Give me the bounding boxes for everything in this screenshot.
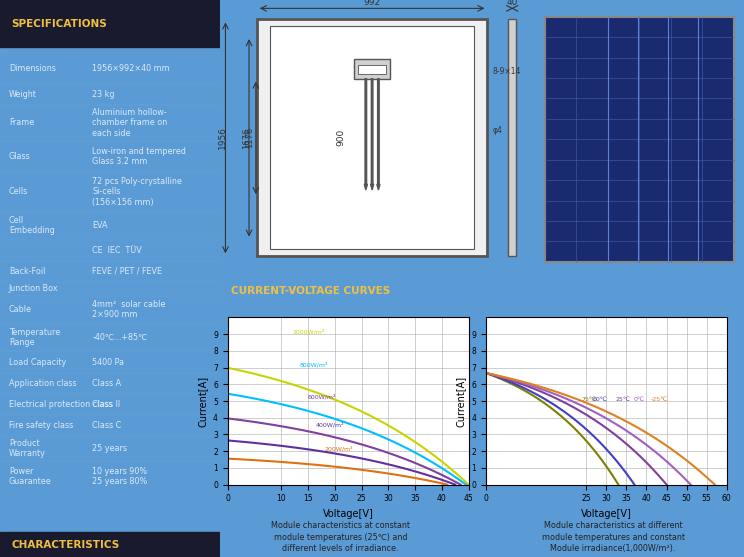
- Text: -40℃...+85℃: -40℃...+85℃: [92, 333, 147, 342]
- Text: Dimensions: Dimensions: [9, 63, 56, 73]
- Text: Class C: Class C: [92, 421, 122, 430]
- Text: 72 pcs Poly-crystalline
Si-cells
(156×156 mm): 72 pcs Poly-crystalline Si-cells (156×15…: [92, 177, 182, 207]
- Text: Cable: Cable: [9, 305, 32, 314]
- Text: 60℃: 60℃: [593, 397, 608, 402]
- Text: 1956: 1956: [218, 126, 228, 149]
- Bar: [354, 59, 391, 79]
- Text: FEVE / PET / FEVE: FEVE / PET / FEVE: [92, 267, 162, 276]
- Text: Cells: Cells: [9, 187, 28, 196]
- Text: Low-iron and tempered
Glass 3.2 mm: Low-iron and tempered Glass 3.2 mm: [92, 146, 186, 166]
- Text: Fire safety class: Fire safety class: [9, 421, 73, 430]
- Text: Power
Guarantee: Power Guarantee: [9, 467, 51, 486]
- Text: Module characteristics at different
module temperatures and constant
Module irra: Module characteristics at different modu…: [542, 521, 684, 554]
- Bar: [545, 17, 734, 262]
- Text: CURRENT-VOLTAGE CURVES: CURRENT-VOLTAGE CURVES: [231, 286, 390, 296]
- Y-axis label: Current[A]: Current[A]: [455, 375, 466, 427]
- Text: Class A: Class A: [92, 379, 121, 388]
- Text: Application class: Application class: [9, 379, 77, 388]
- Text: 400W/m²: 400W/m²: [316, 422, 344, 428]
- Text: 5400 Pa: 5400 Pa: [92, 358, 124, 367]
- Text: Frame: Frame: [9, 118, 34, 128]
- Text: 1176: 1176: [246, 127, 254, 149]
- Text: 200W/m²: 200W/m²: [324, 446, 353, 451]
- Text: 1000W/m²: 1000W/m²: [292, 329, 324, 334]
- Text: Junction Box: Junction Box: [9, 284, 59, 294]
- Bar: [508, 19, 516, 256]
- Text: EVA: EVA: [92, 221, 108, 230]
- Text: 0℃: 0℃: [633, 397, 644, 402]
- Text: CE  IEC  TÜV: CE IEC TÜV: [92, 246, 142, 255]
- Text: Aluminium hollow-
chamber frame on
each side: Aluminium hollow- chamber frame on each …: [92, 108, 167, 138]
- FancyArrow shape: [376, 79, 380, 190]
- FancyArrow shape: [371, 79, 373, 190]
- Text: φ4: φ4: [493, 126, 502, 135]
- FancyArrow shape: [365, 79, 368, 190]
- Text: Weight: Weight: [9, 90, 36, 99]
- Text: 1956×992×40 mm: 1956×992×40 mm: [92, 63, 170, 73]
- Text: 1676: 1676: [242, 127, 251, 149]
- Bar: [0, 0, 220, 47]
- X-axis label: Voltage[V]: Voltage[V]: [323, 509, 373, 519]
- Text: 75℃: 75℃: [581, 397, 596, 402]
- Bar: [257, 19, 487, 256]
- Bar: [270, 26, 474, 250]
- Text: SPECIFICATIONS: SPECIFICATIONS: [11, 19, 106, 29]
- Text: 900: 900: [336, 129, 345, 146]
- Text: CHARACTERISTICS: CHARACTERISTICS: [11, 540, 119, 550]
- Bar: [358, 65, 386, 75]
- Text: 10 years 90%
25 years 80%: 10 years 90% 25 years 80%: [92, 467, 148, 486]
- Text: 25 years: 25 years: [92, 444, 127, 453]
- Text: Cell
Embedding: Cell Embedding: [9, 216, 54, 235]
- Text: -25℃: -25℃: [651, 397, 668, 402]
- Y-axis label: Current[A]: Current[A]: [197, 375, 208, 427]
- Text: 992: 992: [364, 0, 381, 7]
- Text: 23 kg: 23 kg: [92, 90, 115, 99]
- Text: 4mm²  solar cable
2×900 mm: 4mm² solar cable 2×900 mm: [92, 300, 166, 319]
- Text: Back-Foil: Back-Foil: [9, 267, 45, 276]
- Text: Module characteristics at constant
module temperatures (25℃) and
different level: Module characteristics at constant modul…: [272, 521, 410, 554]
- Text: Product
Warranty: Product Warranty: [9, 439, 45, 458]
- Text: Temperature
Range: Temperature Range: [9, 328, 60, 347]
- Text: 25℃: 25℃: [616, 397, 631, 402]
- Text: 600W/m²: 600W/m²: [308, 394, 336, 399]
- Bar: [0, 532, 220, 557]
- Text: Class II: Class II: [92, 400, 121, 409]
- Text: 40: 40: [507, 0, 518, 7]
- Text: Electrical protection class: Electrical protection class: [9, 400, 112, 409]
- Text: Glass: Glass: [9, 152, 31, 161]
- Text: Load Capacity: Load Capacity: [9, 358, 66, 367]
- X-axis label: Voltage[V]: Voltage[V]: [581, 509, 632, 519]
- Text: 8-9×14: 8-9×14: [493, 67, 521, 76]
- Text: 800W/m²: 800W/m²: [300, 362, 328, 368]
